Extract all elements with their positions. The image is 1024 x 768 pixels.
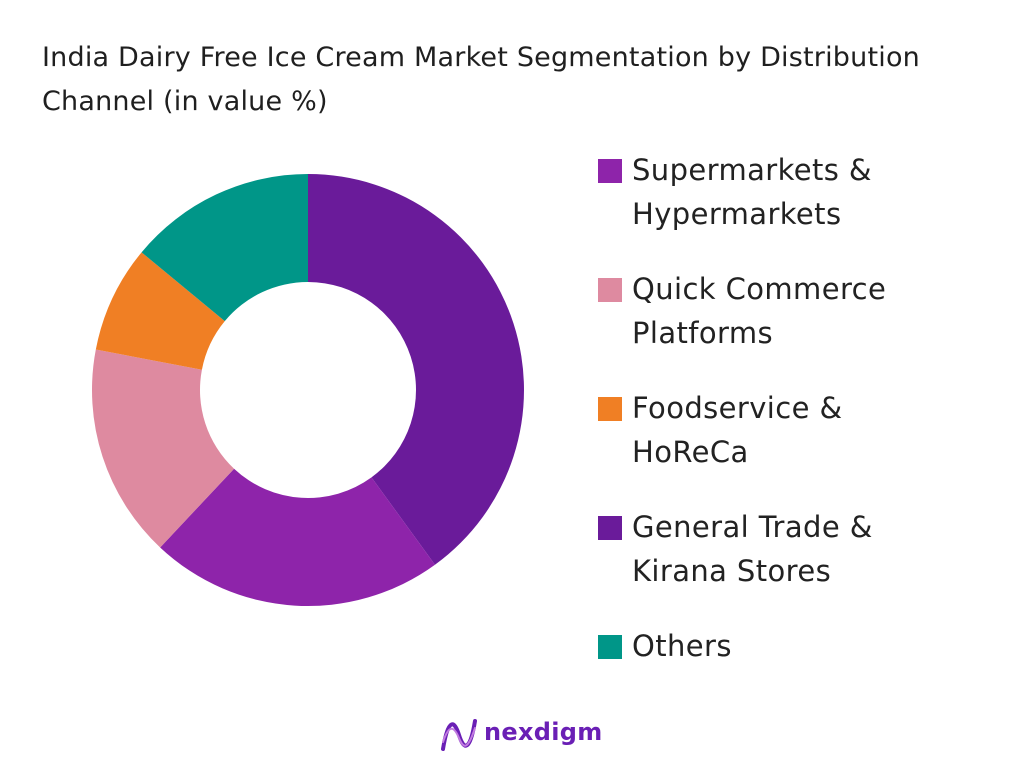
donut-slice-others bbox=[141, 174, 308, 322]
legend-swatch bbox=[598, 159, 622, 183]
donut-chart bbox=[92, 174, 524, 606]
legend-label: Kirana Stores bbox=[632, 554, 832, 588]
legend-label: HoReCa bbox=[632, 435, 749, 469]
legend-label: Others bbox=[632, 629, 732, 663]
legend-swatch bbox=[598, 635, 622, 659]
nexdigm-logo-icon bbox=[441, 719, 477, 751]
nexdigm-logo: nexdigm bbox=[440, 716, 610, 756]
donut-slice-foodservice-horeca bbox=[95, 252, 225, 370]
legend-label: Quick Commerce bbox=[632, 272, 887, 306]
chart-title: India Dairy Free Ice Cream Market Segmen… bbox=[42, 42, 920, 117]
legend-swatch bbox=[598, 516, 622, 540]
legend-swatch bbox=[598, 397, 622, 421]
nexdigm-logo-text: nexdigm bbox=[484, 718, 603, 746]
donut-slice-general-trade-kirana-stores bbox=[308, 174, 524, 565]
legend-label: Supermarkets & bbox=[632, 153, 872, 187]
legend-swatch bbox=[598, 278, 622, 302]
legend-label: Hypermarkets bbox=[632, 197, 842, 231]
donut-slice-supermarkets-hypermarkets bbox=[160, 468, 435, 606]
donut-slice-quick-commerce-platforms bbox=[92, 349, 235, 548]
legend-label: Foodservice & bbox=[632, 391, 843, 425]
legend-label: Platforms bbox=[632, 316, 774, 350]
legend-label: General Trade & bbox=[632, 510, 873, 544]
